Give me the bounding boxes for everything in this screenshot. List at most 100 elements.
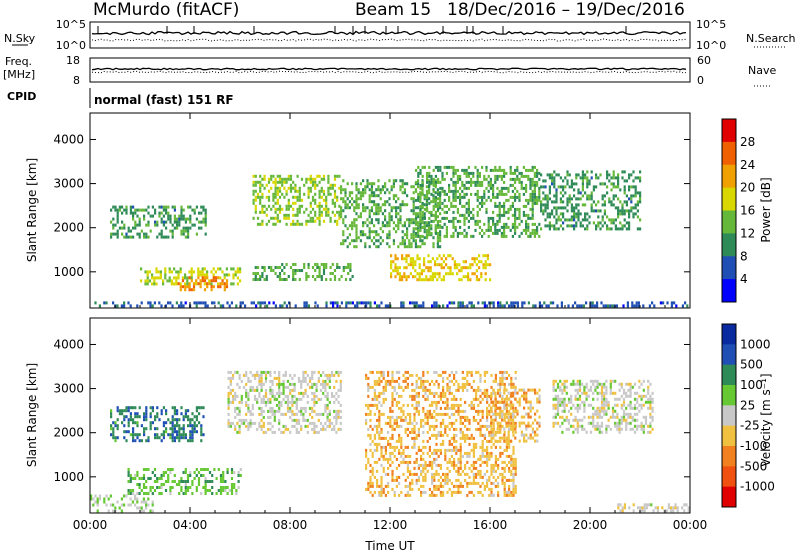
power-echo-cell xyxy=(428,171,431,175)
power-echo-cell xyxy=(434,191,437,195)
velocity-echo-cell xyxy=(431,412,434,416)
velocity-echo-cell xyxy=(420,463,423,467)
power-echo-cell xyxy=(403,272,406,276)
velocity-echo-cell xyxy=(180,427,183,431)
power-echo-cell xyxy=(261,272,264,275)
power-echo-cell xyxy=(531,210,534,214)
power-echo-cell xyxy=(182,304,185,308)
velocity-echo-cell xyxy=(479,409,482,413)
velocity-echo-cell xyxy=(501,379,504,383)
power-echo-cell xyxy=(573,206,576,210)
velocity-echo-cell xyxy=(426,421,429,425)
power-echo-cell xyxy=(525,228,528,232)
power-echo-cell xyxy=(559,206,562,210)
velocity-echo-cell xyxy=(264,430,268,434)
power-echo-cell xyxy=(494,225,497,229)
power-echo-cell xyxy=(430,213,433,217)
power-echo-cell xyxy=(232,267,235,271)
power-echo-cell xyxy=(239,301,242,305)
velocity-echo-cell xyxy=(373,394,376,398)
power-echo-cell xyxy=(417,185,420,189)
velocity-echo-cell xyxy=(238,412,241,416)
power-echo-cell xyxy=(453,260,456,264)
velocity-echo-cell xyxy=(328,373,331,377)
power-echo-cell xyxy=(406,230,409,234)
velocity-echo-cell xyxy=(339,382,342,386)
power-echo-cell xyxy=(296,189,299,193)
power-echo-cell xyxy=(318,174,321,178)
velocity-echo-cell xyxy=(286,400,290,404)
velocity-echo-cell xyxy=(240,397,243,401)
velocity-echo-cell xyxy=(486,451,489,455)
velocity-echo-cell xyxy=(391,433,394,437)
velocity-echo-cell xyxy=(304,409,307,413)
power-echo-cell xyxy=(340,185,343,189)
power-echo-cell xyxy=(164,267,167,271)
power-echo-cell xyxy=(405,266,408,270)
velocity-echo-cell xyxy=(428,412,431,416)
power-echo-cell xyxy=(606,173,609,177)
velocity-echo-cell xyxy=(426,370,429,374)
velocity-echo-cell xyxy=(236,430,239,434)
power-echo-cell xyxy=(481,201,484,205)
velocity-echo-cell xyxy=(468,481,471,485)
power-echo-cell xyxy=(193,211,196,215)
power-echo-cell xyxy=(505,222,508,226)
power-echo-cell xyxy=(364,242,367,246)
power-echo-cell xyxy=(421,225,424,229)
velocity-echo-cell xyxy=(313,403,316,407)
velocity-echo-cell xyxy=(145,406,148,410)
power-echo-cell xyxy=(601,203,604,207)
velocity-echo-cell xyxy=(433,415,436,419)
power-echo-cell xyxy=(417,215,420,219)
power-echo-cell xyxy=(256,195,260,199)
velocity-echo-cell xyxy=(245,388,248,392)
power-echo-cell xyxy=(478,201,481,205)
velocity-echo-cell xyxy=(195,424,198,428)
velocity-echo-cell xyxy=(426,418,429,422)
velocity-echo-cell xyxy=(479,427,482,431)
power-echo-cell xyxy=(355,203,358,207)
power-echo-cell xyxy=(278,204,282,208)
power-echo-cell xyxy=(625,221,628,225)
velocity-echo-cell xyxy=(167,477,170,480)
velocity-echo-cell xyxy=(129,492,132,495)
nsky-panel-frame xyxy=(89,21,691,49)
power-echo-cell xyxy=(272,180,275,184)
power-echo-cell xyxy=(171,235,174,239)
velocity-echo-cell xyxy=(127,471,130,474)
velocity-echo-cell xyxy=(437,412,440,416)
velocity-echo-cell xyxy=(409,484,412,488)
power-echo-cell xyxy=(192,282,196,286)
power-echo-cell xyxy=(538,301,541,305)
power-echo-cell xyxy=(529,177,532,181)
power-echo-cell xyxy=(116,235,119,239)
power-echo-cell xyxy=(531,192,534,196)
power-echo-cell xyxy=(278,174,282,178)
velocity-echo-cell xyxy=(376,481,379,485)
power-echo-cell xyxy=(566,197,569,201)
power-echo-cell xyxy=(428,191,431,195)
velocity-echo-cell xyxy=(189,439,192,443)
power-echo-cell xyxy=(210,270,213,274)
power-echo-cell xyxy=(336,198,339,202)
velocity-echo-cell xyxy=(262,394,265,398)
power-echo-cell xyxy=(518,234,521,238)
power-echo-cell xyxy=(623,224,626,228)
power-echo-cell xyxy=(160,232,163,236)
velocity-echo-cell xyxy=(324,388,327,392)
power-echo-cell xyxy=(349,263,352,266)
velocity-echo-cell xyxy=(249,385,252,389)
velocity-echo-cell xyxy=(505,421,508,425)
power-echo-cell xyxy=(359,239,362,243)
power-echo-cell xyxy=(165,208,168,212)
power-echo-cell xyxy=(474,165,477,169)
power-echo-cell xyxy=(533,201,536,205)
power-echo-cell xyxy=(146,282,149,286)
velocity-echo-cell xyxy=(129,480,132,483)
power-echo-cell xyxy=(454,168,457,172)
power-echo-cell xyxy=(415,198,418,202)
power-echo-cell xyxy=(454,228,457,232)
power-echo-cell xyxy=(285,278,288,281)
velocity-echo-cell xyxy=(409,487,412,491)
